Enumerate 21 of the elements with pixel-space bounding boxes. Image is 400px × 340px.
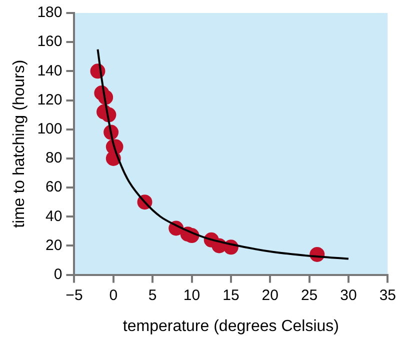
y-tick-label: 100 <box>37 120 62 138</box>
x-tick-label: 5 <box>148 286 157 304</box>
y-tick-label: 140 <box>37 62 62 80</box>
x-tick-label: 10 <box>183 286 200 304</box>
y-tick-label: 40 <box>46 208 62 225</box>
x-tick-label: 25 <box>300 286 318 304</box>
y-axis-title: time to hatching (hours) <box>11 60 28 228</box>
y-tick-label: 0 <box>54 266 62 283</box>
x-tick-label: 0 <box>109 286 118 304</box>
x-tick-label: 30 <box>340 286 357 304</box>
x-tick-label: 20 <box>262 286 278 304</box>
y-tick-label: 80 <box>46 150 62 167</box>
x-axis-title: temperature (degrees Celsius) <box>122 318 339 335</box>
y-tick-label: 20 <box>46 236 62 254</box>
x-tick-label: 35 <box>379 286 396 304</box>
y-tick-label: 160 <box>37 33 62 50</box>
y-tick-label: 60 <box>46 178 62 196</box>
x-tick-label: 15 <box>222 286 240 304</box>
y-tick-label: 180 <box>37 4 62 22</box>
y-tick-label: 120 <box>37 91 62 108</box>
x-tick-label: −5 <box>66 286 83 304</box>
